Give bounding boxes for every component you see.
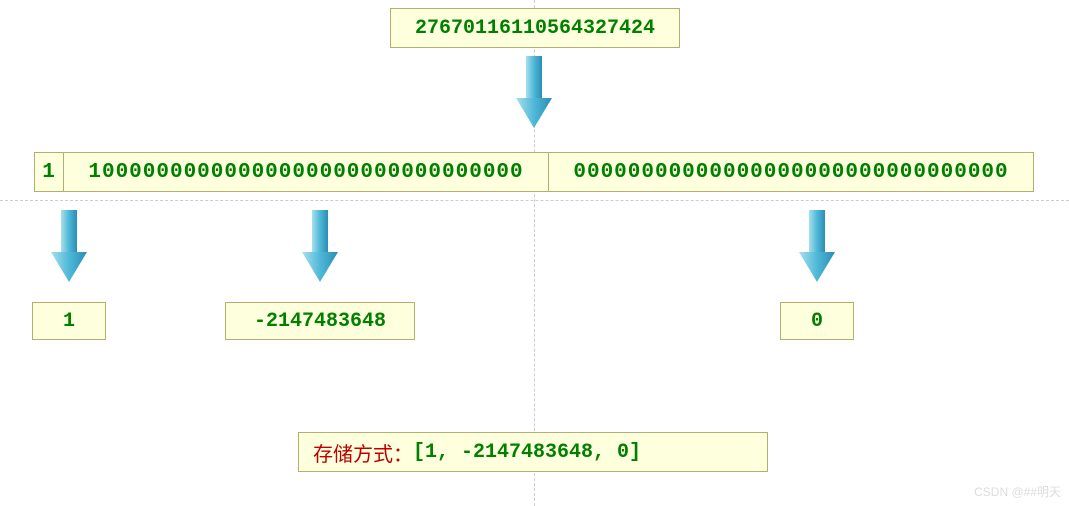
top-number-box: 27670116110564327424 [390, 8, 680, 48]
binary-cell-text-1: 10000000000000000000000000000000 [88, 161, 523, 184]
value-box-3: 0 [780, 302, 854, 340]
value-box-1: 1 [32, 302, 106, 340]
value-text-3: 0 [811, 310, 823, 333]
value-box-2: -2147483648 [225, 302, 415, 340]
value-text-2: -2147483648 [254, 310, 386, 333]
arrow-top [514, 56, 554, 128]
storage-box: 存储方式： [1, -2147483648, 0] [298, 432, 768, 472]
binary-cell-text-0: 1 [42, 161, 56, 184]
storage-value: [1, -2147483648, 0] [413, 441, 641, 464]
binary-row: 1 10000000000000000000000000000000 0000000… [34, 152, 1034, 192]
value-text-1: 1 [63, 310, 75, 333]
binary-cell-0: 1 [34, 152, 64, 192]
binary-cell-text-2: 00000000000000000000000000000000 [573, 161, 1008, 184]
top-number-text: 27670116110564327424 [415, 17, 655, 40]
binary-cell-1: 10000000000000000000000000000000 [64, 152, 549, 192]
arrow-to-value-3 [797, 210, 837, 282]
storage-label: 存储方式： [313, 438, 413, 467]
binary-cell-2: 00000000000000000000000000000000 [549, 152, 1034, 192]
arrow-to-value-1 [49, 210, 89, 282]
watermark: CSDN @##明天 [974, 483, 1061, 500]
arrow-to-value-2 [300, 210, 340, 282]
